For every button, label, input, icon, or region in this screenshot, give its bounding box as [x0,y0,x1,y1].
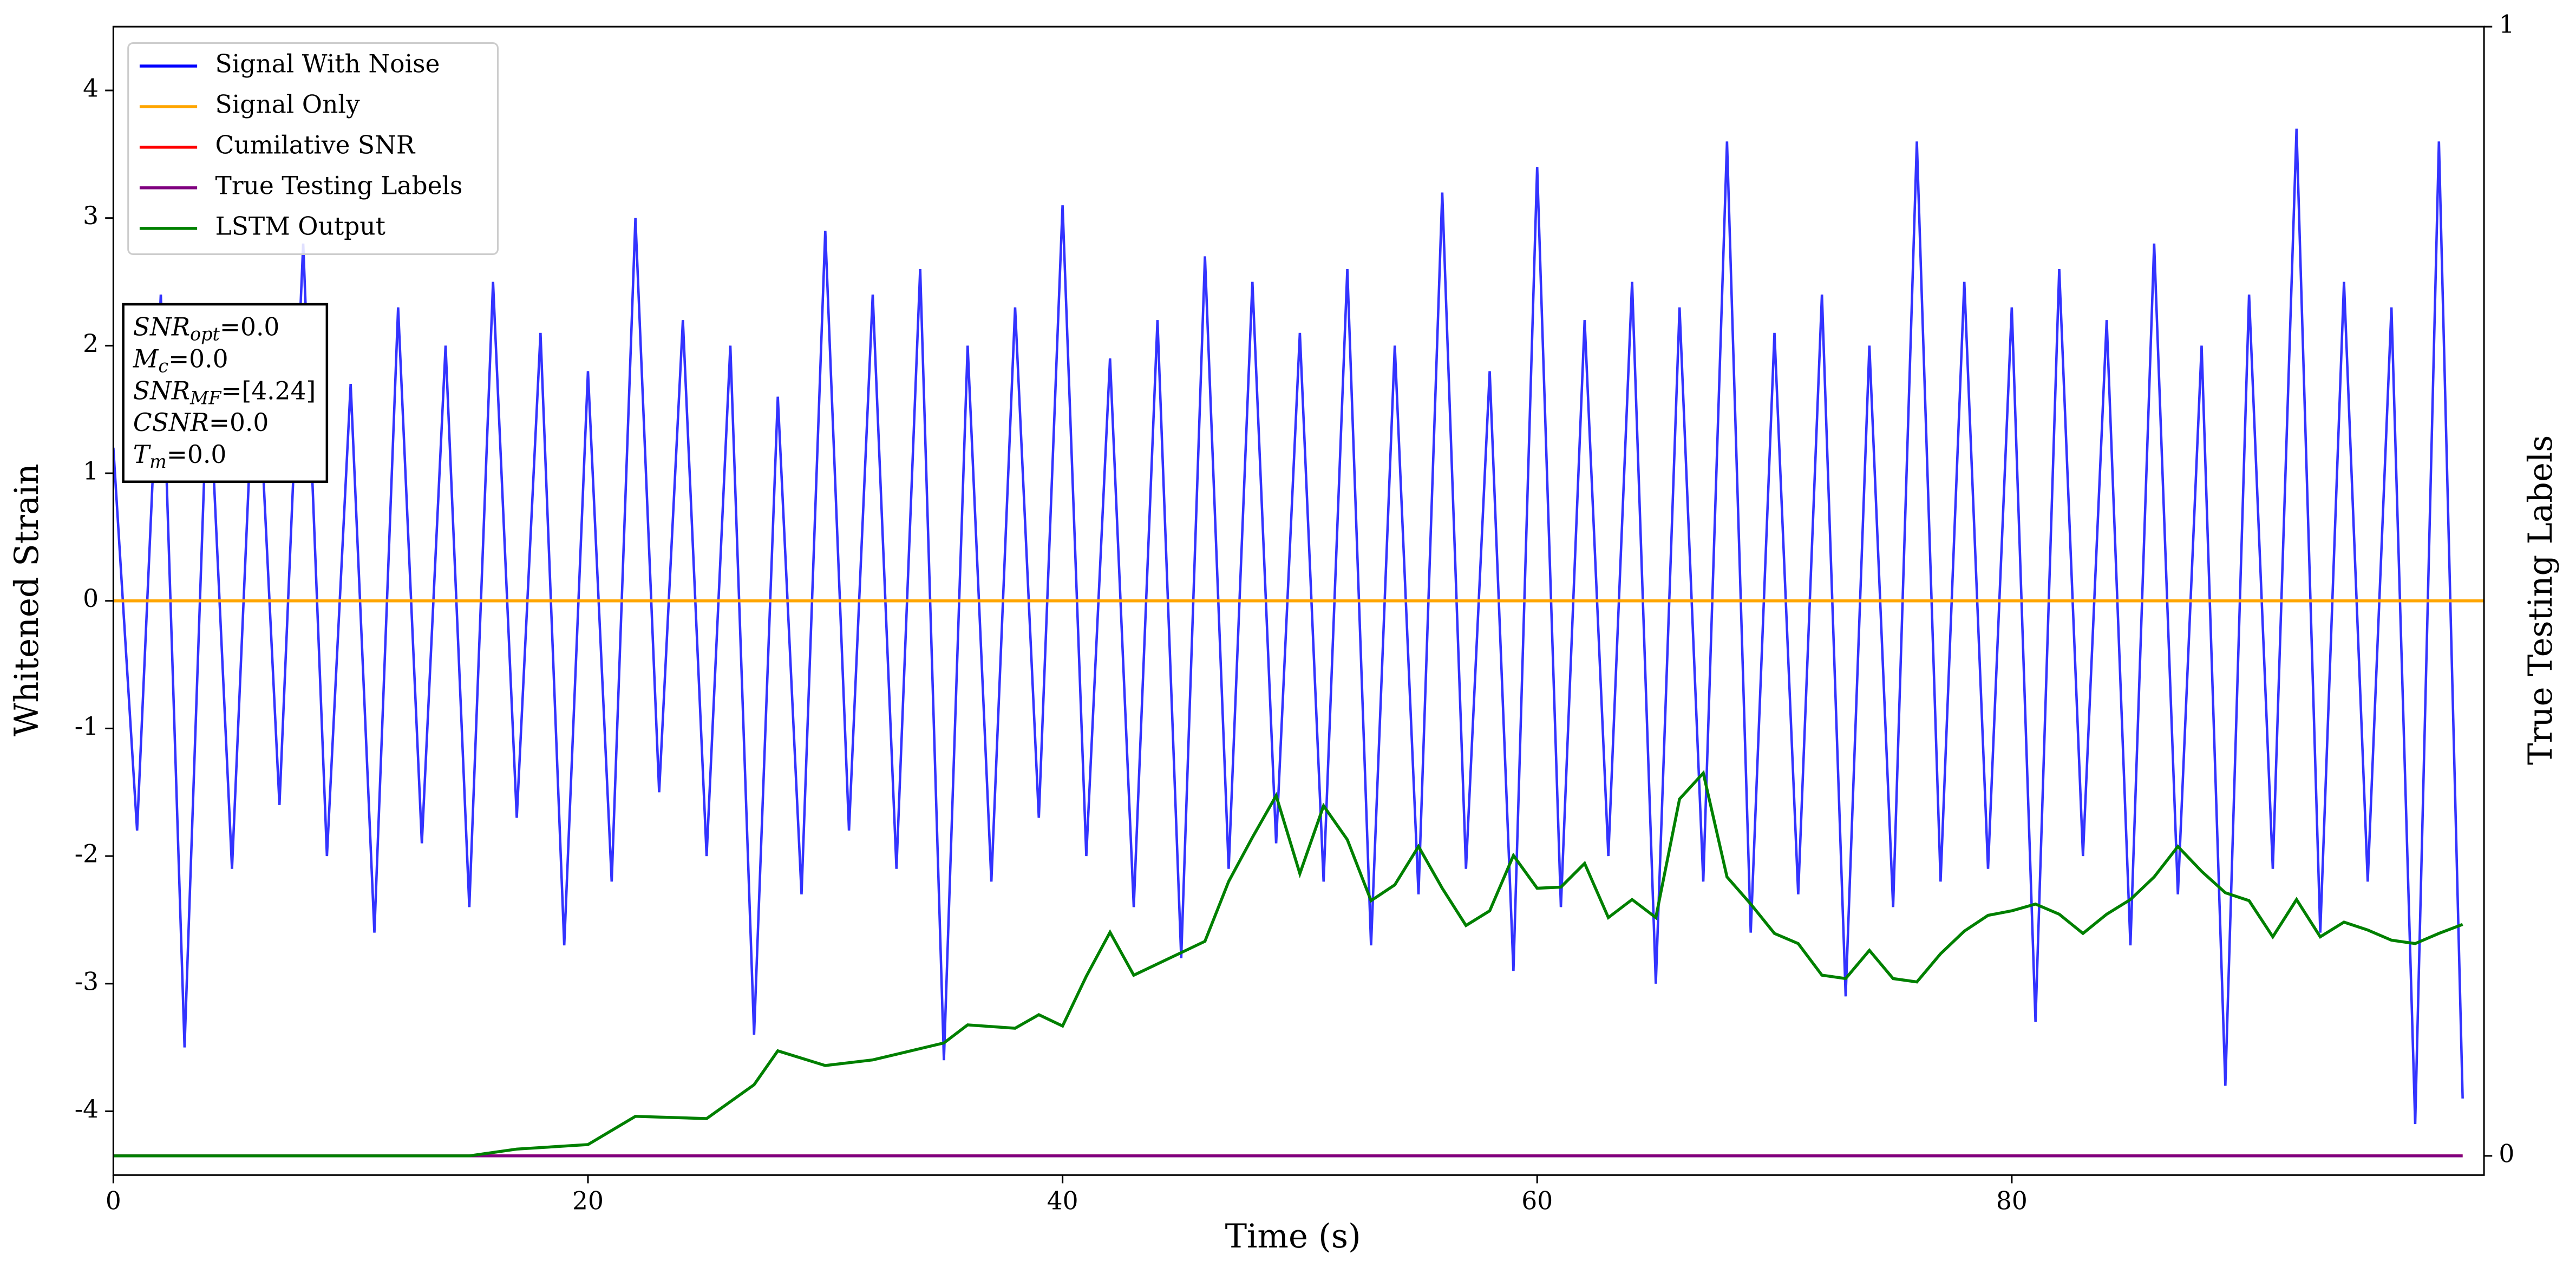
annotation-main: T [133,440,152,469]
annotation-rest: =[4.24] [221,376,316,405]
y-tick-label: 4 [83,74,99,103]
y2-tick-label: 0 [2499,1139,2514,1168]
y-tick-label: -4 [75,1095,99,1123]
annotation-sub: c [158,356,168,377]
legend-box [127,42,499,255]
x-tick-label: 40 [1047,1186,1078,1215]
x-tick-label: 80 [1996,1186,2028,1215]
y-tick-label: 1 [83,457,99,486]
annotation-main: SNR [133,376,190,405]
y-tick-label: -3 [75,967,99,996]
y-tick-label: -2 [75,840,99,868]
x-axis-label: Time (s) [1225,1218,1361,1256]
annotation-rest: =0.0 [209,408,269,437]
series-line [113,128,2464,1125]
annotation-sub: m [149,451,167,472]
annotation-rest: =0.0 [168,344,228,373]
annotation-line: Mc=0.0 [133,344,228,377]
annotation-sub: MF [189,387,222,408]
annotation-box [122,303,329,484]
annotation-main: CSNR [133,408,209,437]
x-tick-label: 0 [106,1186,121,1215]
annotation-sub: opt [190,324,220,345]
y2-axis-label: True Testing Labels [2522,435,2560,765]
annotation-line: CSNR=0.0 [133,408,269,437]
y-axis-label: Whitened Strain [8,463,46,736]
annotation-line: SNRMF=[4.24] [133,376,316,409]
annotation-main: M [133,344,159,373]
series-line [113,770,2463,1158]
annotation-rest: =0.0 [167,440,226,469]
legend-label: Signal Only [215,90,360,119]
x-tick-label: 60 [1521,1186,1553,1215]
legend-label: Cumilative SNR [215,130,416,159]
y2-tick-label: 1 [2499,10,2514,39]
y-tick-label: 3 [83,201,99,230]
annotation-main: SNR [133,312,190,341]
annotation-rest: =0.0 [220,312,279,341]
y-tick-label: 2 [83,329,99,358]
legend-label: LSTM Output [215,212,385,240]
x-tick-label: 20 [572,1186,604,1215]
y-tick-label: -1 [75,712,99,741]
annotation-line: Tm=0.0 [133,440,226,473]
y-tick-label: 0 [83,584,99,613]
legend-label: True Testing Labels [215,171,463,200]
annotation-line: SNRopt=0.0 [133,312,280,345]
legend-label: Signal With Noise [215,50,440,79]
